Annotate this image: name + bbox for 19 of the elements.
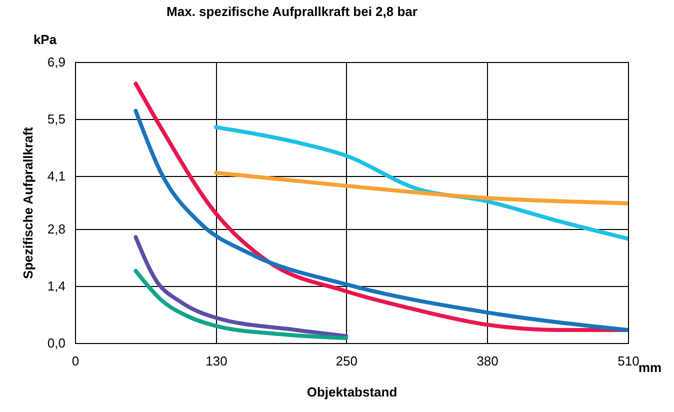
y-tick-label: 0,0: [47, 336, 66, 350]
line-series: [134, 268, 348, 340]
line-series: [134, 235, 348, 338]
y-tick-label: 5,5: [47, 112, 66, 127]
line-series: [214, 170, 628, 206]
x-axis-title: Objektabstand: [306, 384, 398, 400]
y-axis-title: Spezifische Aufprallkraft: [20, 126, 36, 279]
chart-title: Max. spezifische Aufprallkraft bei 2,8 bar: [166, 4, 418, 19]
y-tick-label: 2,8: [47, 221, 66, 236]
y-tick-label: 1,4: [47, 278, 66, 294]
x-tick-label: 130: [206, 354, 228, 368]
y-tick-label: 4,1: [47, 168, 66, 184]
y-tick-label: 6,9: [47, 54, 66, 70]
text: mm: [638, 360, 662, 375]
x-tick-label: 0: [72, 354, 80, 368]
x-tick-label: 250: [336, 354, 358, 368]
x-tick-label: 510: [618, 354, 640, 368]
text: kPa: [33, 32, 58, 47]
x-tick-label: 380: [476, 354, 498, 368]
